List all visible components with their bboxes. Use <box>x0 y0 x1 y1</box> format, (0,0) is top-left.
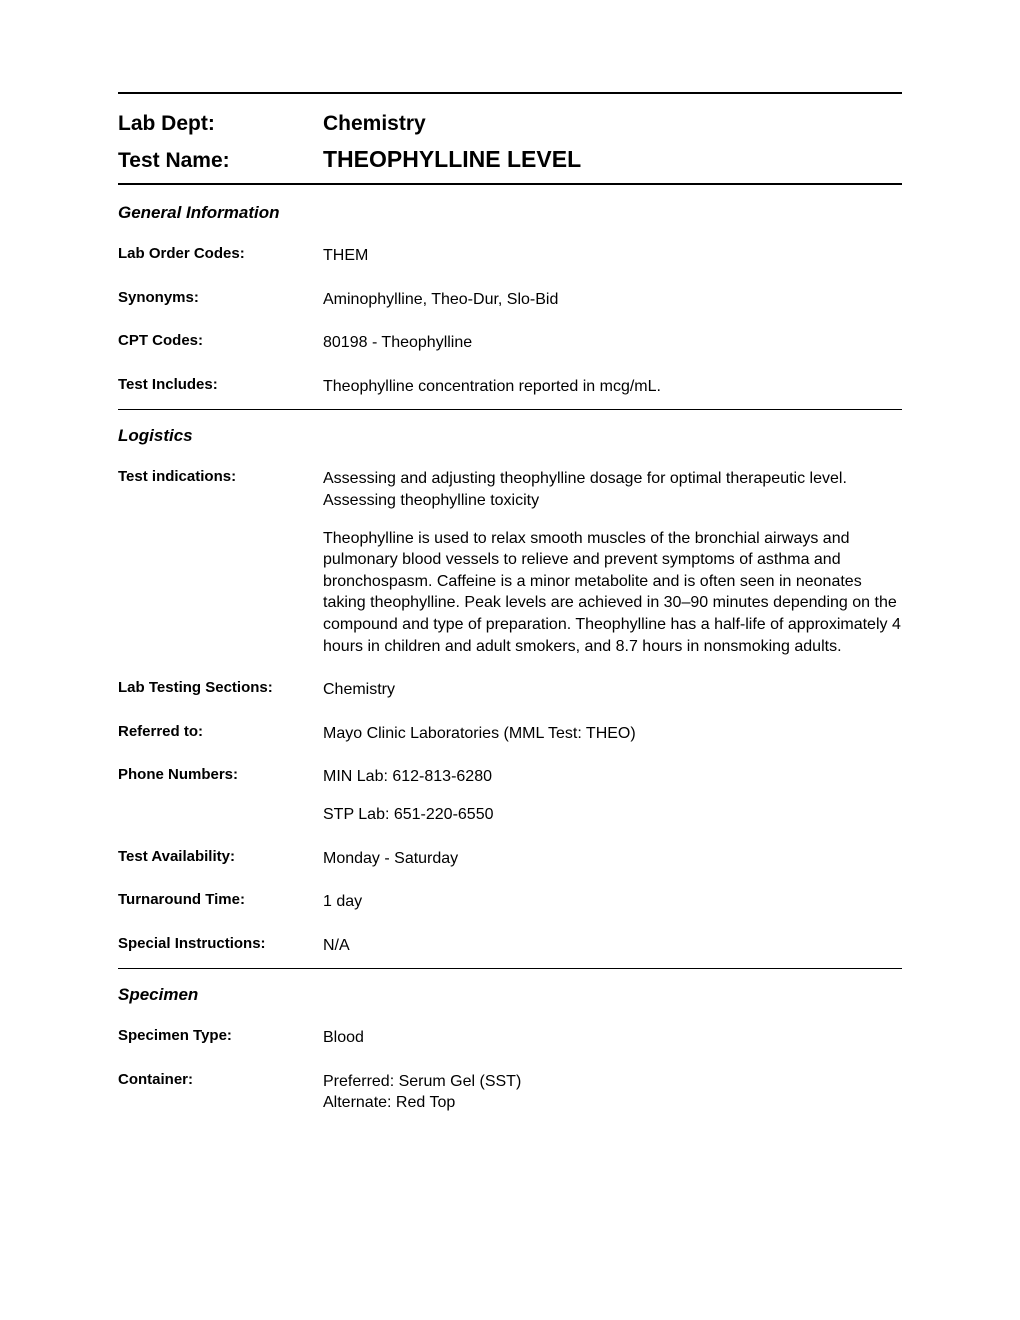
test-name-value: THEOPHYLLINE LEVEL <box>323 146 581 173</box>
test-indications-para-1: Assessing and adjusting theophylline dos… <box>323 468 902 511</box>
label-special-instructions: Special Instructions: <box>118 935 323 952</box>
label-lab-testing-sections: Lab Testing Sections: <box>118 679 323 696</box>
phone-stp-lab: STP Lab: 651-220-6550 <box>323 804 902 826</box>
lab-dept-label: Lab Dept: <box>118 112 323 136</box>
lab-dept-value: Chemistry <box>323 112 426 136</box>
value-lab-order-codes: THEM <box>323 245 902 267</box>
field-phone-numbers: Phone Numbers: MIN Lab: 612-813-6280 STP… <box>118 766 902 825</box>
lab-dept-row: Lab Dept: Chemistry <box>118 112 902 136</box>
value-referred-to: Mayo Clinic Laboratories (MML Test: THEO… <box>323 723 902 745</box>
label-test-includes: Test Includes: <box>118 376 323 393</box>
value-special-instructions: N/A <box>323 935 902 957</box>
value-lab-testing-sections: Chemistry <box>323 679 902 701</box>
value-test-includes: Theophylline concentration reported in m… <box>323 376 902 398</box>
phone-min-lab: MIN Lab: 612-813-6280 <box>323 766 902 788</box>
section-title-logistics: Logistics <box>118 426 902 446</box>
label-phone-numbers: Phone Numbers: <box>118 766 323 783</box>
page-root: Lab Dept: Chemistry Test Name: THEOPHYLL… <box>0 0 1020 1176</box>
label-specimen-type: Specimen Type: <box>118 1027 323 1044</box>
value-specimen-type: Blood <box>323 1027 902 1049</box>
label-test-availability: Test Availability: <box>118 848 323 865</box>
value-container: Preferred: Serum Gel (SST) Alternate: Re… <box>323 1071 902 1114</box>
value-test-availability: Monday - Saturday <box>323 848 902 870</box>
test-name-row: Test Name: THEOPHYLLINE LEVEL <box>118 146 902 173</box>
value-turnaround-time: 1 day <box>323 891 902 913</box>
container-line-2: Alternate: Red Top <box>323 1092 902 1114</box>
section-title-general-information: General Information <box>118 203 902 223</box>
label-turnaround-time: Turnaround Time: <box>118 891 323 908</box>
test-indications-para-2: Theophylline is used to relax smooth mus… <box>323 528 902 658</box>
value-cpt-codes: 80198 - Theophylline <box>323 332 902 354</box>
section-rule-2 <box>118 968 902 969</box>
field-test-availability: Test Availability: Monday - Saturday <box>118 848 902 870</box>
field-test-indications: Test indications: Assessing and adjustin… <box>118 468 902 657</box>
label-container: Container: <box>118 1071 323 1088</box>
field-special-instructions: Special Instructions: N/A <box>118 935 902 957</box>
label-test-indications: Test indications: <box>118 468 323 485</box>
top-rule <box>118 92 902 94</box>
field-referred-to: Referred to: Mayo Clinic Laboratories (M… <box>118 723 902 745</box>
label-lab-order-codes: Lab Order Codes: <box>118 245 323 262</box>
field-turnaround-time: Turnaround Time: 1 day <box>118 891 902 913</box>
field-synonyms: Synonyms: Aminophylline, Theo-Dur, Slo-B… <box>118 289 902 311</box>
section-title-specimen: Specimen <box>118 985 902 1005</box>
container-line-1: Preferred: Serum Gel (SST) <box>323 1071 902 1093</box>
field-specimen-type: Specimen Type: Blood <box>118 1027 902 1049</box>
test-name-label: Test Name: <box>118 149 323 173</box>
header-bottom-rule <box>118 183 902 185</box>
field-lab-order-codes: Lab Order Codes: THEM <box>118 245 902 267</box>
label-synonyms: Synonyms: <box>118 289 323 306</box>
value-phone-numbers: MIN Lab: 612-813-6280 STP Lab: 651-220-6… <box>323 766 902 825</box>
label-cpt-codes: CPT Codes: <box>118 332 323 349</box>
section-rule-1 <box>118 409 902 410</box>
field-container: Container: Preferred: Serum Gel (SST) Al… <box>118 1071 902 1114</box>
field-test-includes: Test Includes: Theophylline concentratio… <box>118 376 902 398</box>
field-cpt-codes: CPT Codes: 80198 - Theophylline <box>118 332 902 354</box>
label-referred-to: Referred to: <box>118 723 323 740</box>
value-test-indications: Assessing and adjusting theophylline dos… <box>323 468 902 657</box>
value-synonyms: Aminophylline, Theo-Dur, Slo-Bid <box>323 289 902 311</box>
field-lab-testing-sections: Lab Testing Sections: Chemistry <box>118 679 902 701</box>
